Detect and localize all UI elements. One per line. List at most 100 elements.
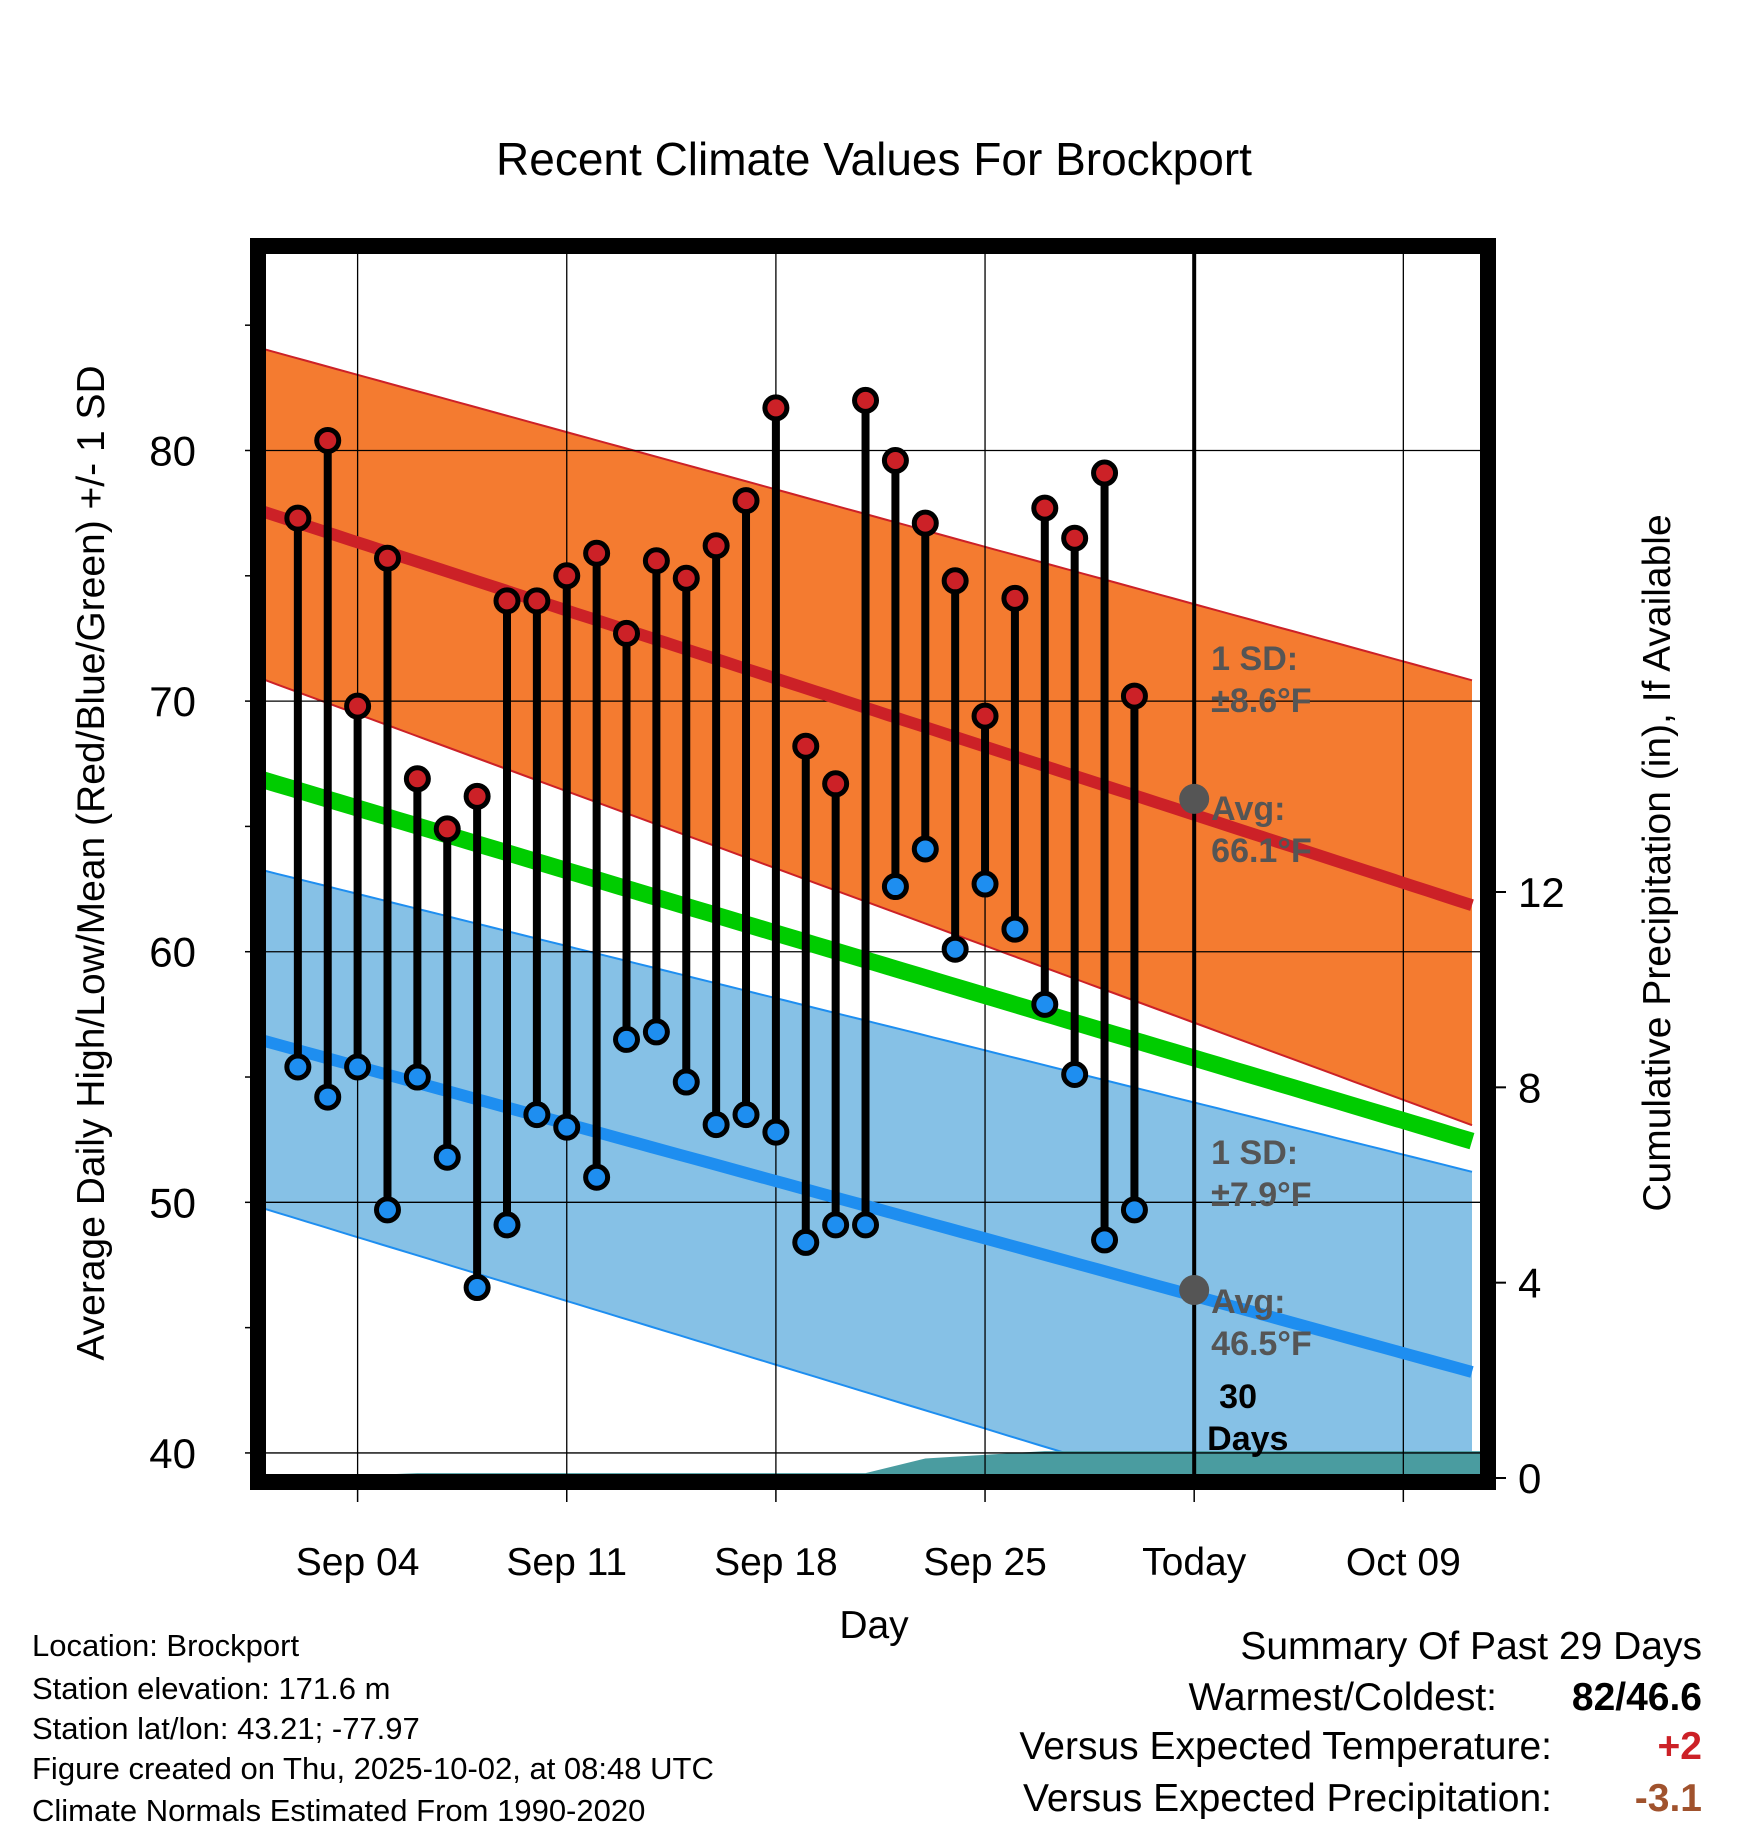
plot-inner: 1 SD: ±8.6°F Avg: 66.1°F 1 SD: ±7.9°F Avg: 46.5… xyxy=(262,250,1484,1478)
y2-tick-label-12: 12 xyxy=(1518,869,1565,916)
info-latlon: Station lat/lon: 43.21; -77.97 xyxy=(32,1711,420,1746)
high-temp-point xyxy=(463,782,491,810)
high-temp-point xyxy=(881,447,909,475)
high-temp-point xyxy=(433,815,461,843)
chart-title: Recent Climate Values For Brockport xyxy=(496,133,1252,185)
high-temp-point xyxy=(493,587,521,615)
y2-axis-label: Cumulative Precipitation (in), If Availa… xyxy=(1636,514,1679,1211)
high-temp-point xyxy=(1091,459,1119,487)
summary-precip-value: -3.1 xyxy=(1634,1777,1702,1820)
summary-warmest-row: Warmest/Coldest: 82/46.6 xyxy=(1189,1676,1702,1720)
today-low-avg-point xyxy=(1179,1275,1210,1306)
low-temp-point xyxy=(493,1211,521,1239)
low-temp-point xyxy=(314,1083,342,1111)
y-tick-label-80: 80 xyxy=(149,427,196,474)
high-temp-point xyxy=(792,732,820,760)
low-temp-point xyxy=(1061,1061,1089,1089)
high-temp-point xyxy=(1120,682,1148,710)
low-temp-point xyxy=(672,1068,700,1096)
low-temp-point xyxy=(373,1196,401,1224)
x-tick-label-0: Sep 04 xyxy=(296,1541,420,1584)
low-temp-point xyxy=(822,1211,850,1239)
high-temp-point xyxy=(822,770,850,798)
y-axis-label: Average Daily High/Low/Mean (Red/Blue/Gr… xyxy=(70,365,113,1360)
low-temp-point xyxy=(732,1101,760,1129)
summary-temp-row: Versus Expected Temperature: +2 xyxy=(1019,1725,1702,1769)
x-tick-label-2: Sep 18 xyxy=(714,1541,838,1584)
summary-warmest-value: 82/46.6 xyxy=(1571,1676,1702,1719)
low-temp-point xyxy=(463,1274,491,1302)
low-temp-point xyxy=(583,1163,611,1191)
high-temp-point xyxy=(403,765,431,793)
plot-frame xyxy=(250,238,1496,1490)
high-avg-label: Avg: xyxy=(1211,790,1285,828)
summary-temp-label: Versus Expected Temperature: xyxy=(1019,1725,1552,1768)
high-temp-point xyxy=(344,692,372,720)
low-temp-point xyxy=(613,1025,641,1053)
high-sd-value: ±8.6°F xyxy=(1211,682,1311,720)
low-temp-point xyxy=(941,935,969,963)
info-elevation: Station elevation: 171.6 m xyxy=(32,1671,391,1706)
low-temp-point xyxy=(433,1143,461,1171)
low-temp-point xyxy=(762,1118,790,1146)
low-temp-point xyxy=(1001,915,1029,943)
low-temp-point xyxy=(702,1111,730,1139)
high-temp-point xyxy=(553,562,581,590)
low-temp-point xyxy=(284,1053,312,1081)
low-avg-label: Avg: xyxy=(1211,1283,1285,1321)
high-temp-point xyxy=(373,544,401,572)
high-temp-point xyxy=(762,394,790,422)
low-temp-point xyxy=(1091,1226,1119,1254)
low-sd-value: ±7.9°F xyxy=(1211,1176,1311,1214)
x-tick-label-5: Oct 09 xyxy=(1346,1541,1461,1584)
high-temp-point xyxy=(1061,524,1089,552)
low-temp-point xyxy=(1031,990,1059,1018)
high-temp-point xyxy=(642,547,670,575)
low-temp-point xyxy=(971,870,999,898)
high-temp-point xyxy=(941,567,969,595)
low-temp-point xyxy=(553,1113,581,1141)
x-tick-label-4: Today xyxy=(1142,1541,1247,1584)
plot-area: 1 SD: ±8.6°F Avg: 66.1°F 1 SD: ±7.9°F Avg: 46.5… xyxy=(149,238,1565,1584)
low-temp-point xyxy=(911,835,939,863)
high-sd-label: 1 SD: xyxy=(1211,640,1298,678)
low-avg-value: 46.5°F xyxy=(1211,1325,1312,1363)
y-tick-label-40: 40 xyxy=(149,1430,196,1477)
high-temp-point xyxy=(613,619,641,647)
info-created: Figure created on Thu, 2025-10-02, at 08… xyxy=(32,1751,714,1786)
y-tick-label-70: 70 xyxy=(149,678,196,725)
high-temp-point xyxy=(583,539,611,567)
precip-area xyxy=(357,1451,1484,1478)
high-temp-point xyxy=(284,504,312,532)
y2-tick-label-8: 8 xyxy=(1518,1064,1541,1111)
low-temp-point xyxy=(881,873,909,901)
y2-tick-label-0: 0 xyxy=(1518,1455,1541,1502)
low-sd-label: 1 SD: xyxy=(1211,1134,1298,1172)
x-tick-label-3: Sep 25 xyxy=(923,1541,1047,1584)
high-temp-point xyxy=(672,564,700,592)
high-temp-point xyxy=(971,702,999,730)
summary-temp-value: +2 xyxy=(1657,1725,1702,1768)
summary-precip-label: Versus Expected Precipitation: xyxy=(1023,1777,1552,1820)
high-temp-point xyxy=(523,587,551,615)
x-tick-label-1: Sep 11 xyxy=(506,1541,627,1584)
high-temp-point xyxy=(702,532,730,560)
high-temp-point xyxy=(852,386,880,414)
info-location: Location: Brockport xyxy=(32,1628,300,1663)
low-temp-point xyxy=(344,1053,372,1081)
low-temp-point xyxy=(642,1018,670,1046)
low-sd-lower-line xyxy=(262,1207,1151,1478)
days-label-text: Days xyxy=(1207,1420,1288,1458)
summary-warmest-label: Warmest/Coldest: xyxy=(1188,1676,1497,1719)
low-temp-point xyxy=(1120,1196,1148,1224)
today-high-avg-point xyxy=(1179,783,1210,814)
y-tick-label-60: 60 xyxy=(149,929,196,976)
x-axis-label: Day xyxy=(839,1604,909,1647)
y-tick-label-50: 50 xyxy=(149,1179,196,1226)
high-temp-point xyxy=(314,426,342,454)
high-temp-point xyxy=(911,509,939,537)
summary-title: Summary Of Past 29 Days xyxy=(1240,1625,1702,1668)
high-avg-value: 66.1°F xyxy=(1211,832,1312,870)
summary-precip-row: Versus Expected Precipitation: -3.1 xyxy=(1023,1777,1702,1821)
